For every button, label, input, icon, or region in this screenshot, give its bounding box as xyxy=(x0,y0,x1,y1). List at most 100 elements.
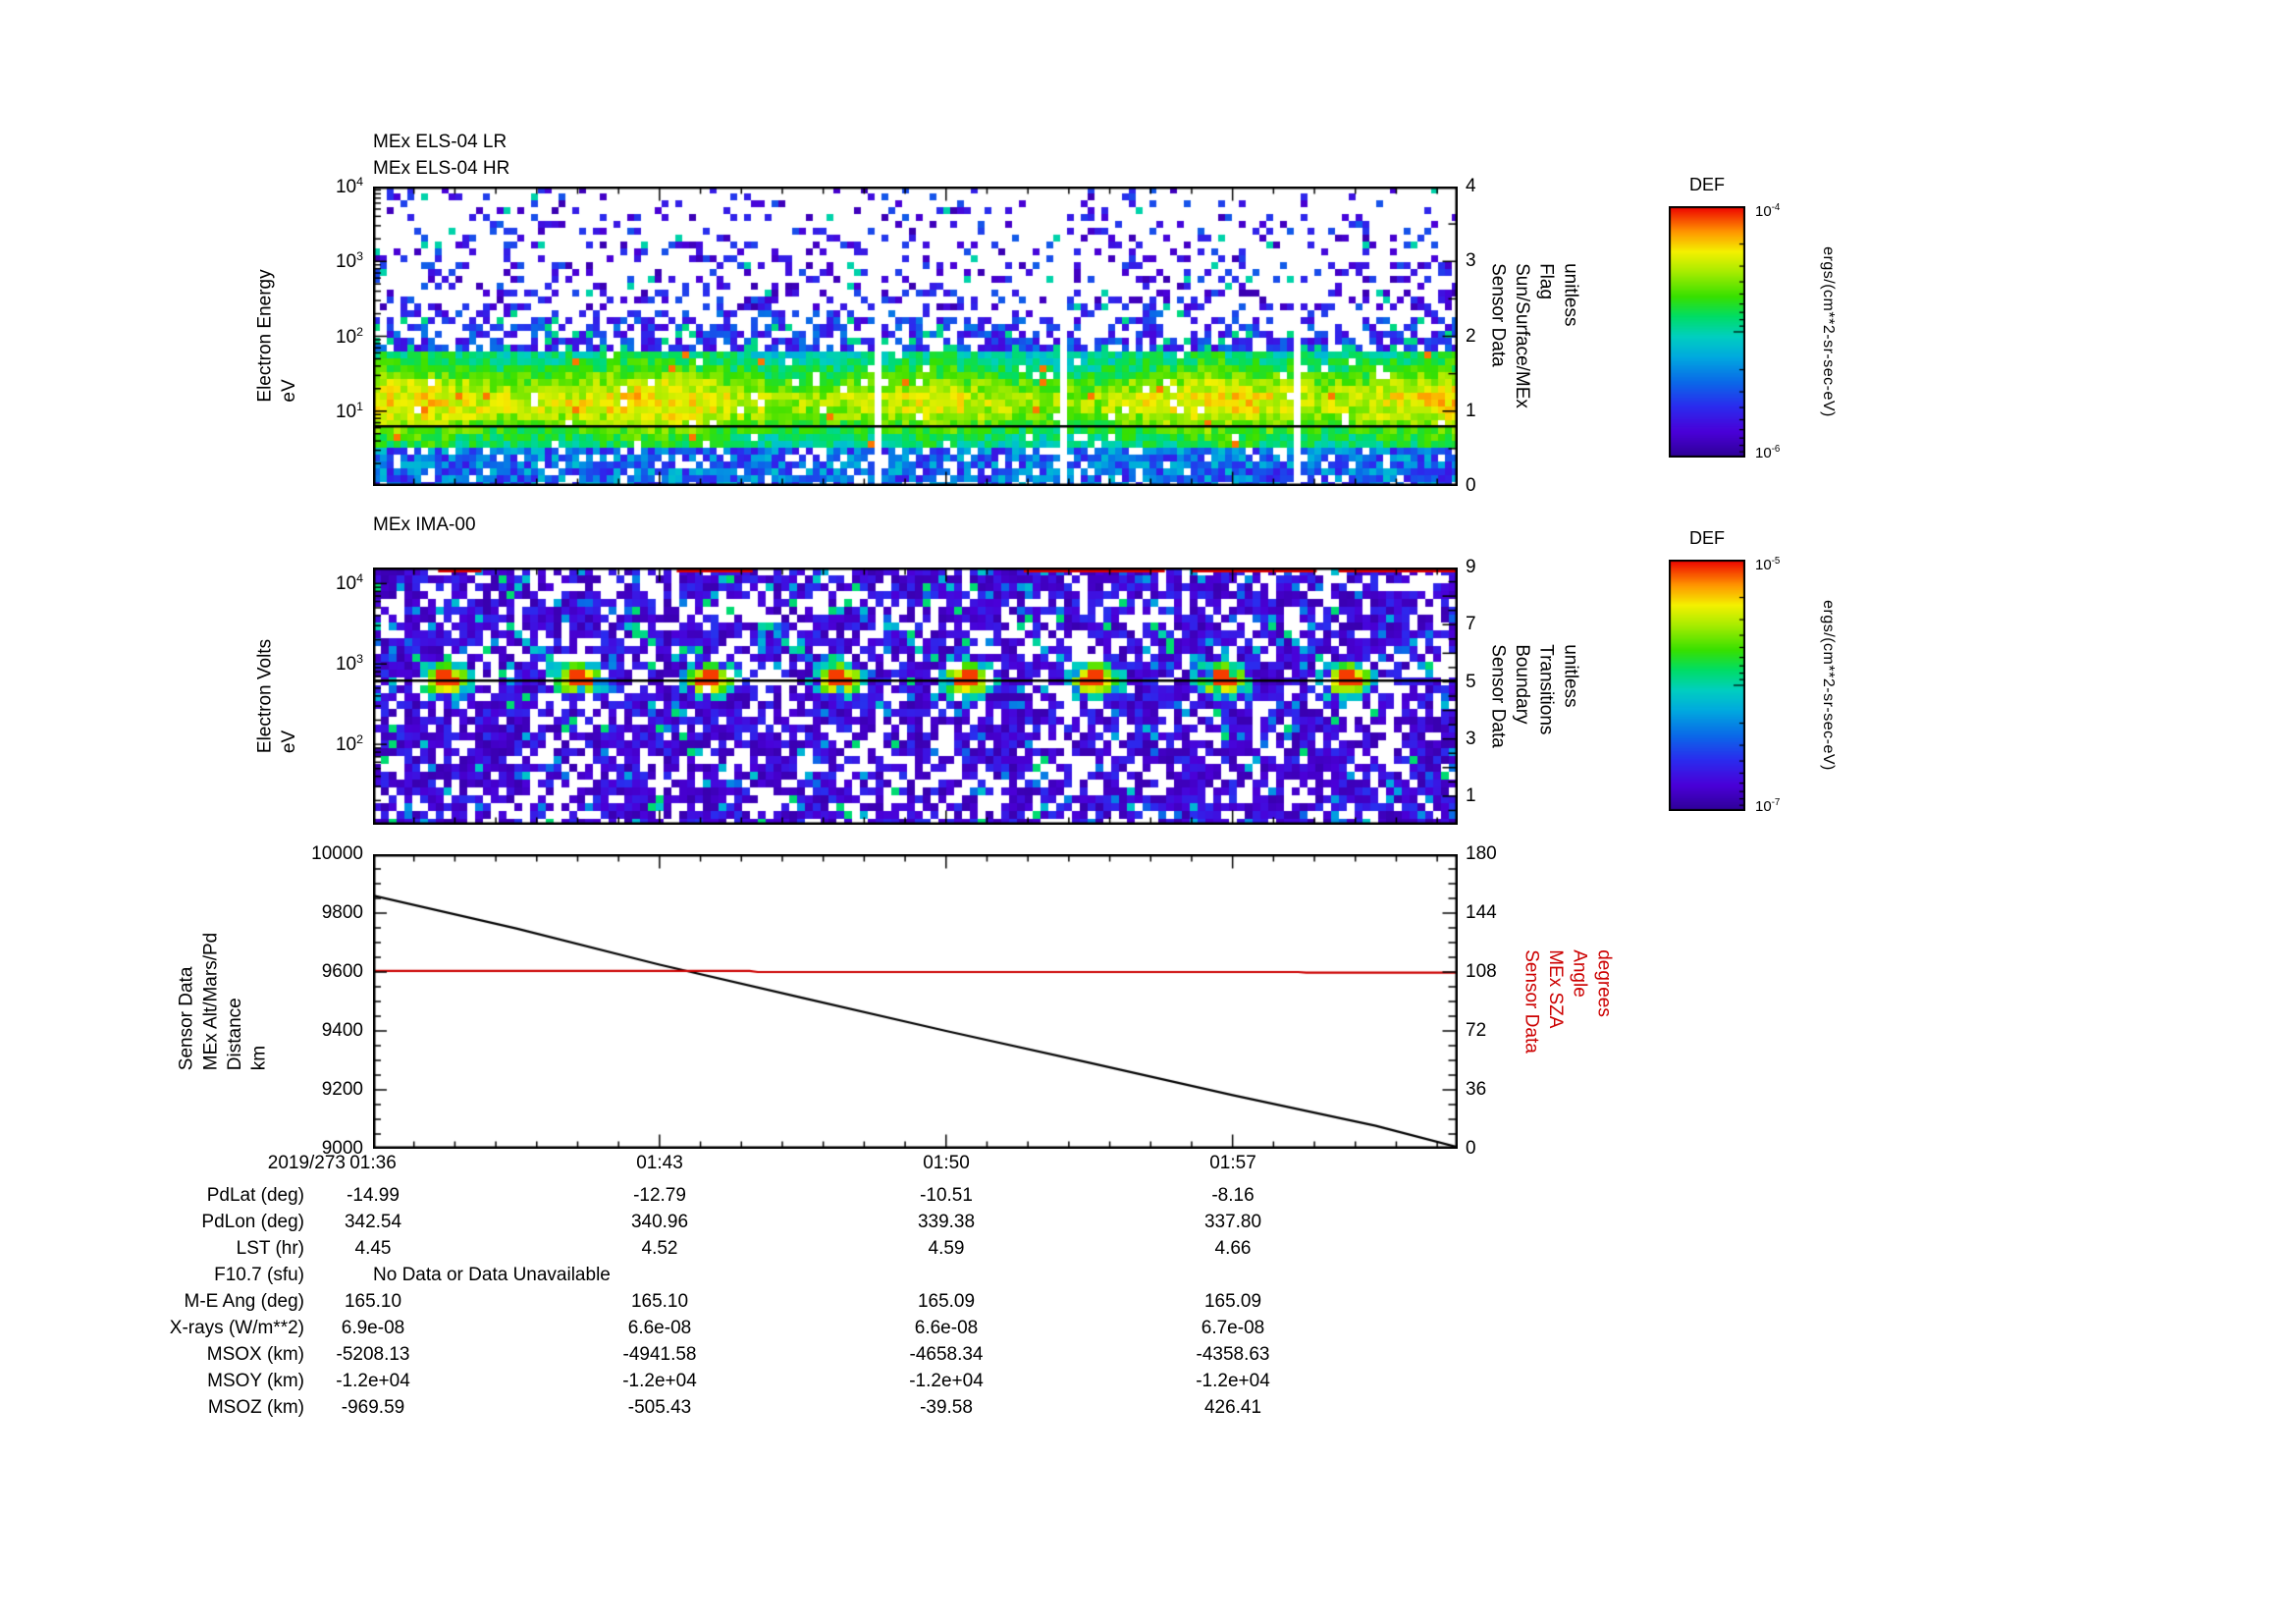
axis-label-line: Flag xyxy=(1535,263,1557,300)
colorbar-units-label: ergs/(cm**2-sr-sec-eV) xyxy=(1819,246,1837,417)
table-value: 6.6e-08 xyxy=(627,1318,692,1338)
els-flag-tick-label: 1 xyxy=(1466,400,1476,421)
table-value: -969.59 xyxy=(341,1397,405,1418)
table-value: -4658.34 xyxy=(909,1344,984,1365)
axis-label-line: MEx SZA xyxy=(1545,949,1566,1029)
table-value: -10.51 xyxy=(920,1185,973,1206)
sza-tick-label: 180 xyxy=(1466,843,1497,864)
alt-ytick-label: 9600 xyxy=(321,961,363,982)
els-flag-axis-label: Sensor Data Sun/Surface/MEx Flag unitles… xyxy=(1485,263,1582,408)
alt-ytick-label: 9800 xyxy=(321,902,363,923)
axis-label-line: Angle xyxy=(1569,949,1590,998)
els-ytick-label: 104 xyxy=(335,174,363,198)
ima-boundary-tick-label: 1 xyxy=(1466,784,1476,806)
alt-y-axis-label: Sensor Data MEx Alt/Mars/Pd Distance km xyxy=(176,933,273,1070)
els-flag-tick-label: 4 xyxy=(1466,176,1476,196)
sza-axis-label: Sensor Data MEx SZA Angle degrees xyxy=(1519,949,1616,1054)
axis-label-line: Distance xyxy=(225,998,245,1071)
axis-label-line: Electron Energy xyxy=(254,269,276,403)
els-title-lr: MEx ELS-04 LR xyxy=(373,132,507,152)
table-value: -4358.63 xyxy=(1196,1344,1270,1365)
table-value: -1.2e+04 xyxy=(1196,1371,1270,1391)
time-tick-label: 01:36 xyxy=(349,1153,397,1173)
table-value: 165.10 xyxy=(344,1291,402,1312)
axis-label-line: MEx Alt/Mars/Pd xyxy=(200,932,222,1071)
time-tick-label: 01:57 xyxy=(1209,1153,1256,1173)
sza-tick-label: 108 xyxy=(1466,961,1497,982)
ima-ytick-label: 103 xyxy=(335,652,363,676)
ima-title: MEx IMA-00 xyxy=(373,514,476,535)
table-row-label: PdLon (deg) xyxy=(201,1212,304,1232)
table-value: -8.16 xyxy=(1211,1185,1255,1206)
table-value: 4.52 xyxy=(641,1238,678,1259)
table-row-label: PdLat (deg) xyxy=(206,1185,304,1206)
table-value: 342.54 xyxy=(344,1212,402,1232)
els-flag-tick-label: 2 xyxy=(1466,325,1476,347)
axis-label-line: Sensor Data xyxy=(1487,263,1509,367)
sza-tick-label: 72 xyxy=(1466,1020,1487,1041)
colorbar-units-text: ergs/(cm**2-sr-sec-eV) xyxy=(1820,246,1837,417)
table-value: 4.59 xyxy=(928,1238,965,1259)
els-ytick-label: 103 xyxy=(335,249,363,273)
colorbar-units-text: ergs/(cm**2-sr-sec-eV) xyxy=(1820,600,1837,771)
table-value: 165.09 xyxy=(1203,1291,1262,1312)
table-value: 340.96 xyxy=(630,1212,689,1232)
colorbar-units-label: ergs/(cm**2-sr-sec-eV) xyxy=(1819,600,1837,771)
table-value: -1.2e+04 xyxy=(622,1371,697,1391)
axis-label-line: eV xyxy=(279,379,299,403)
ima-y-axis-label: Electron Volts eV xyxy=(253,639,301,753)
colorbar-canvas-2 xyxy=(1669,560,1745,811)
table-value: -4941.58 xyxy=(622,1344,697,1365)
table-row-label: LST (hr) xyxy=(236,1238,304,1259)
els-flag-tick-label: 0 xyxy=(1466,475,1476,496)
alt-ytick-label: 9400 xyxy=(321,1020,363,1041)
axis-label-line: Boundary xyxy=(1512,644,1532,725)
colorbar-canvas-1 xyxy=(1669,206,1745,458)
axis-label-line: unitless xyxy=(1560,263,1581,327)
table-value: -12.79 xyxy=(633,1185,686,1206)
table-row-label: M-E Ang (deg) xyxy=(184,1291,305,1312)
els-spectrogram-canvas xyxy=(373,187,1458,486)
colorbar-title: DEF xyxy=(1689,175,1725,194)
table-value: 165.09 xyxy=(917,1291,976,1312)
els-ytick-label: 101 xyxy=(335,399,363,422)
els-ytick-label: 102 xyxy=(335,324,363,348)
alt-ytick-label: 9000 xyxy=(321,1138,363,1159)
table-value: 6.7e-08 xyxy=(1201,1318,1265,1338)
table-value: 6.6e-08 xyxy=(914,1318,979,1338)
table-row-label: F10.7 (sfu) xyxy=(214,1265,304,1285)
table-note: No Data or Data Unavailable xyxy=(373,1265,611,1285)
colorbar-title: DEF xyxy=(1689,528,1725,548)
time-tick-label: 01:43 xyxy=(636,1153,683,1173)
ima-boundary-tick-label: 3 xyxy=(1466,728,1476,749)
axis-label-line: Electron Volts xyxy=(254,638,276,754)
time-tick-label: 01:50 xyxy=(923,1153,970,1173)
table-row-label: MSOY (km) xyxy=(207,1371,304,1391)
ima-ytick-label: 102 xyxy=(335,731,363,756)
axis-label-line: unitless xyxy=(1560,644,1581,708)
alt-ytick-label: 9200 xyxy=(321,1079,363,1100)
axis-label-line: eV xyxy=(279,730,299,754)
table-value: -1.2e+04 xyxy=(336,1371,410,1391)
sza-tick-label: 36 xyxy=(1466,1079,1487,1100)
table-value: -5208.13 xyxy=(336,1344,410,1365)
axis-label-line: Sun/Surface/MEx xyxy=(1512,263,1532,408)
ima-boundary-tick-label: 9 xyxy=(1466,557,1476,578)
table-value: 165.10 xyxy=(630,1291,689,1312)
els-y-axis-label: Electron Energy eV xyxy=(253,269,301,402)
table-row-label: MSOX (km) xyxy=(206,1344,304,1365)
altitude-sza-canvas xyxy=(373,854,1458,1149)
table-row-label: X-rays (W/m**2) xyxy=(169,1318,304,1338)
table-row-label: 2019/273 xyxy=(267,1153,346,1173)
table-value: -39.58 xyxy=(920,1397,973,1418)
ima-boundary-axis-label: Sensor Data Boundary Transitions unitles… xyxy=(1485,644,1582,748)
table-value: -14.99 xyxy=(347,1185,400,1206)
table-value: 4.66 xyxy=(1214,1238,1252,1259)
axis-label-line: Transitions xyxy=(1535,644,1557,735)
table-value: 339.38 xyxy=(917,1212,976,1232)
ima-spectrogram-canvas xyxy=(373,568,1458,825)
alt-ytick-label: 10000 xyxy=(311,843,363,864)
colorbar-tick-label: 10-5 xyxy=(1755,556,1781,573)
axis-label-line: degrees xyxy=(1593,949,1615,1017)
